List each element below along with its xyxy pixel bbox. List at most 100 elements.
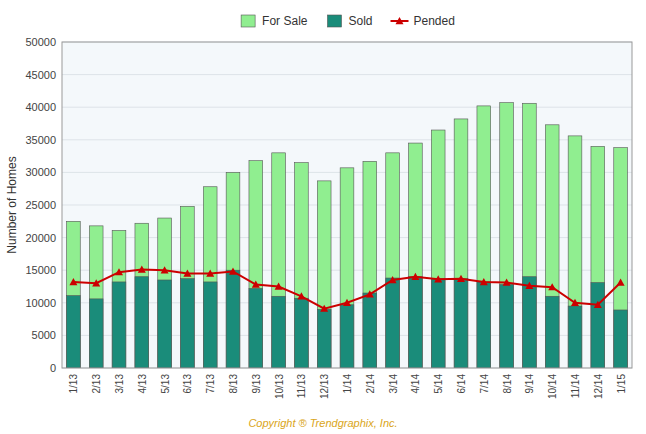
marker <box>320 305 328 312</box>
marker <box>183 269 191 276</box>
marker <box>503 279 511 286</box>
tick-label: 0 <box>50 362 56 374</box>
category-label: 8/13 <box>228 374 239 394</box>
tick-label: 15000 <box>25 264 56 276</box>
y-axis: 0500010000150002000025000300003500040000… <box>25 36 632 374</box>
bar <box>295 163 309 368</box>
chart: 0500010000150002000025000300003500040000… <box>0 0 646 434</box>
marker <box>252 281 260 288</box>
bar <box>568 306 582 368</box>
legend-label: Pended <box>414 14 455 28</box>
bar <box>135 277 149 368</box>
data-layer <box>67 103 628 368</box>
bar <box>386 278 400 368</box>
marker <box>343 299 351 306</box>
tick-label: 50000 <box>25 36 56 48</box>
category-label: 7/13 <box>205 374 216 394</box>
bar <box>203 187 217 368</box>
category-label: 12/14 <box>593 374 604 399</box>
bar <box>89 226 103 368</box>
bar <box>454 119 468 368</box>
bar <box>500 103 514 368</box>
bar <box>591 146 605 368</box>
category-label: 9/14 <box>524 374 535 394</box>
legend-label: Sold <box>348 14 372 28</box>
category-label: 3/13 <box>114 374 125 394</box>
category-label: 9/13 <box>251 374 262 394</box>
tick-label: 20000 <box>25 232 56 244</box>
bar <box>591 283 605 368</box>
tick-label: 35000 <box>25 134 56 146</box>
bar <box>203 282 217 368</box>
category-label: 2/14 <box>365 374 376 394</box>
annotation: Copyright ® Trendgraphix, Inc. <box>248 417 397 429</box>
category-label: 10/13 <box>274 374 285 399</box>
category-label: 6/13 <box>182 374 193 394</box>
bar <box>249 161 263 368</box>
bar <box>67 221 81 368</box>
bar <box>340 305 354 368</box>
bar <box>363 161 377 368</box>
marker <box>161 266 169 273</box>
marker <box>229 268 237 275</box>
category-label: 8/14 <box>502 374 513 394</box>
marker <box>548 283 556 290</box>
marker <box>480 278 488 285</box>
marker <box>434 275 442 282</box>
category-label: 4/14 <box>410 374 421 394</box>
marker <box>571 299 579 306</box>
legend-swatch <box>241 15 255 27</box>
marker <box>389 276 397 283</box>
bar <box>500 285 514 368</box>
category-label: 2/13 <box>91 374 102 394</box>
marker <box>525 282 533 289</box>
bar <box>614 148 628 368</box>
category-label: 11/13 <box>296 374 307 399</box>
bar <box>409 277 423 368</box>
legend-item: Pended <box>391 14 455 28</box>
bar <box>523 277 537 368</box>
marker <box>617 279 625 286</box>
tick-label: 10000 <box>25 297 56 309</box>
bar <box>181 279 195 368</box>
tick-label: 40000 <box>25 101 56 113</box>
bar <box>340 168 354 368</box>
legend-marker <box>396 17 404 24</box>
marker <box>411 273 419 280</box>
marker <box>366 290 374 297</box>
grid-line <box>62 107 632 108</box>
bar <box>135 223 149 368</box>
marker <box>115 268 123 275</box>
marker <box>69 278 77 285</box>
bar <box>272 296 286 368</box>
legend-label: For Sale <box>262 14 308 28</box>
bar <box>317 181 331 368</box>
tick-label: 5000 <box>32 329 56 341</box>
legend-item: For Sale <box>241 14 308 28</box>
category-label: 3/14 <box>388 374 399 394</box>
line <box>73 270 620 309</box>
bar <box>112 282 126 368</box>
bar <box>317 309 331 368</box>
marker <box>594 301 602 308</box>
marker <box>206 269 214 276</box>
marker <box>92 279 100 286</box>
tick-label: 25000 <box>25 199 56 211</box>
bar <box>545 125 559 368</box>
bar <box>158 218 172 368</box>
bar <box>112 230 126 368</box>
category-label: 5/13 <box>160 374 171 394</box>
category-label: 10/14 <box>547 374 558 399</box>
bar <box>431 130 445 368</box>
category-label: 11/14 <box>570 374 581 399</box>
bar <box>545 296 559 368</box>
x-axis: 1/132/133/134/135/136/137/138/139/1310/1… <box>68 374 626 399</box>
marker <box>275 283 283 290</box>
marker <box>297 292 305 299</box>
category-label: 6/14 <box>456 374 467 394</box>
bar <box>363 293 377 368</box>
category-label: 7/14 <box>479 374 490 394</box>
grid-line <box>62 74 632 75</box>
bar <box>477 106 491 368</box>
bar <box>614 310 628 368</box>
